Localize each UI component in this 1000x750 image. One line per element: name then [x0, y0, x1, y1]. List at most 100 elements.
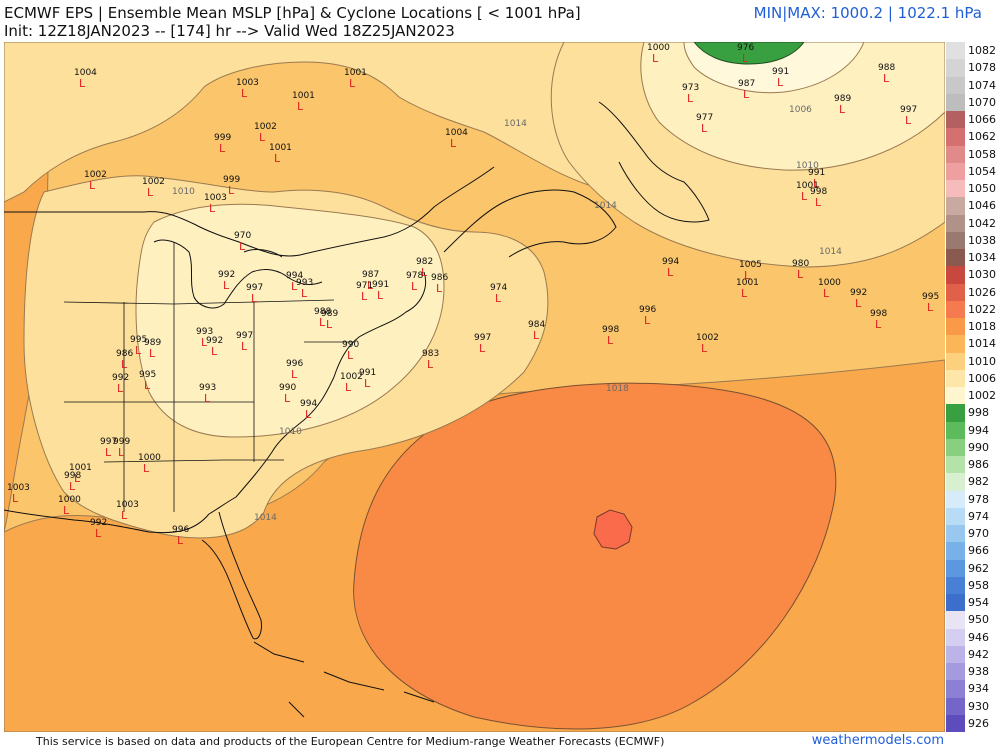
cyclone-pressure-label: 991 — [772, 67, 789, 77]
legend-swatch — [946, 542, 965, 560]
cyclone-low-symbol: L — [241, 340, 248, 353]
cyclone-pressure-label: 1005 — [739, 260, 762, 270]
legend-entry: 1062 — [946, 128, 1000, 146]
legend-entry: 986 — [946, 456, 1000, 474]
cyclone-low-symbol: L — [801, 190, 808, 203]
cyclone-low-symbol: L — [291, 368, 298, 381]
high-center-1026 — [593, 509, 633, 550]
cyclone-low-symbol: L — [347, 349, 354, 362]
cyclone-low-symbol: L — [607, 334, 614, 347]
legend-label: 994 — [968, 423, 989, 437]
cyclone-pressure-label: 991 — [359, 368, 376, 378]
isobar-label: 1014 — [504, 119, 527, 129]
cyclone-pressure-label: 997 — [100, 437, 117, 447]
cyclone-low-symbol: L — [701, 122, 708, 135]
cyclone-low-symbol: L — [291, 280, 298, 293]
cyclone-pressure-label: 992 — [90, 518, 107, 528]
legend-entry: 930 — [946, 697, 1000, 715]
legend-entry: 1070 — [946, 93, 1000, 111]
legend-swatch — [946, 93, 965, 111]
cyclone-pressure-label: 1000 — [818, 278, 841, 288]
cyclone-low-symbol: L — [211, 345, 218, 358]
legend-entry: 1074 — [946, 76, 1000, 94]
pressure-colorbar: 1082 1078 1074 1070 1066 1062 1058 1054 1050 1046… — [946, 42, 1000, 732]
legend-swatch — [946, 507, 965, 525]
cyclone-pressure-label: 994 — [662, 257, 679, 267]
legend-entry: 1014 — [946, 335, 1000, 353]
east-coast-line — [208, 271, 427, 515]
cyclone-pressure-label: 999 — [223, 175, 240, 185]
legend-label: 962 — [968, 561, 989, 575]
cyclone-low-symbol: L — [89, 179, 96, 192]
florida-land — [201, 511, 262, 640]
cyclone-pressure-label: 1000 — [58, 495, 81, 505]
legend-label: 990 — [968, 440, 989, 454]
cyclone-low-symbol: L — [201, 336, 208, 349]
legend-entry: 934 — [946, 680, 1000, 698]
cyclone-pressure-label: 984 — [528, 320, 545, 330]
cyclone-pressure-label: 995 — [922, 292, 939, 302]
cyclone-low-symbol: L — [364, 377, 371, 390]
legend-label: 970 — [968, 527, 989, 540]
cyclone-pressure-label: 983 — [422, 349, 439, 359]
cyclone-pressure-label: 995 — [139, 370, 156, 380]
cyclone-low-symbol: L — [95, 527, 102, 540]
legend-swatch — [946, 490, 965, 508]
cyclone-pressure-label: 998 — [64, 471, 81, 481]
legend-label: 974 — [968, 509, 989, 523]
cyclone-low-symbol: L — [744, 269, 751, 282]
caribbean-islands — [253, 641, 435, 718]
cyclone-low-symbol: L — [297, 100, 304, 113]
legend-swatch — [946, 594, 965, 612]
legend-swatch — [946, 697, 965, 715]
legend-swatch — [946, 318, 965, 336]
cyclone-pressure-label: 994 — [286, 271, 303, 281]
cyclone-pressure-label: 989 — [144, 338, 161, 348]
cyclone-pressure-label: 1003 — [116, 500, 139, 510]
cyclone-pressure-label: 976 — [737, 43, 754, 53]
isobar-label: 1010 — [172, 187, 195, 197]
cyclone-low-symbol: L — [927, 301, 934, 314]
brand-link[interactable]: weathermodels.com — [811, 733, 944, 748]
cyclone-pressure-label: 1003 — [236, 78, 259, 88]
legend-label: 1014 — [968, 337, 996, 351]
legend-entry: 1078 — [946, 59, 1000, 77]
legend-label: 978 — [968, 492, 989, 506]
cyclone-pressure-label: 978 — [406, 271, 423, 281]
legend-entry: 926 — [946, 714, 1000, 732]
legend-entry: 1018 — [946, 318, 1000, 336]
eastern-us-1006 — [135, 203, 445, 438]
legend-swatch — [946, 387, 965, 405]
legend-swatch — [946, 249, 965, 267]
cyclone-pressure-label: 994 — [300, 399, 317, 409]
legend-swatch — [946, 266, 965, 284]
legend-swatch — [946, 714, 965, 732]
cyclone-low-symbol: L — [143, 462, 150, 475]
legend-label: 1062 — [968, 130, 996, 144]
